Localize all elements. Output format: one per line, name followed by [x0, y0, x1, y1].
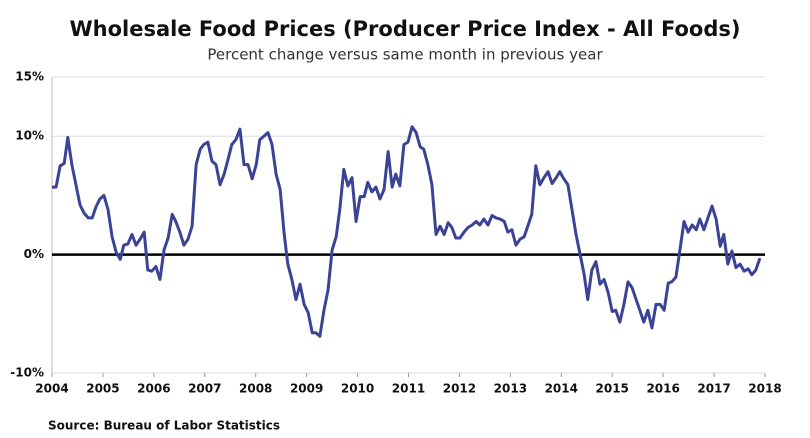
x-tick-label: 2004 — [35, 382, 68, 396]
y-tick-label: 10% — [15, 129, 44, 143]
y-tick-label: 0% — [24, 247, 44, 261]
source-note: Source: Bureau of Labor Statistics — [48, 419, 280, 433]
chart-subtitle: Percent change versus same month in prev… — [207, 46, 603, 64]
data-line — [52, 125, 762, 338]
y-tick-label: -10% — [10, 366, 44, 380]
x-tick-label: 2008 — [239, 382, 272, 396]
x-tick-label: 2009 — [290, 382, 323, 396]
x-tick-label: 2012 — [443, 382, 476, 396]
x-tick-label: 2006 — [137, 382, 170, 396]
y-tick-label: 15% — [15, 70, 44, 84]
x-tick-label: 2011 — [392, 382, 425, 396]
x-tick-label: 2007 — [188, 382, 221, 396]
x-tick-label: 2005 — [86, 382, 119, 396]
x-tick-label: 2014 — [545, 382, 578, 396]
x-tick-label: 2015 — [596, 382, 629, 396]
x-tick-label: 2017 — [697, 382, 730, 396]
chart-title: Wholesale Food Prices (Producer Price In… — [70, 17, 741, 41]
x-tick-label: 2016 — [646, 382, 679, 396]
x-tick-label: 2018 — [748, 382, 781, 396]
x-tick-label: 2010 — [341, 382, 374, 396]
x-tick-label: 2013 — [494, 382, 527, 396]
